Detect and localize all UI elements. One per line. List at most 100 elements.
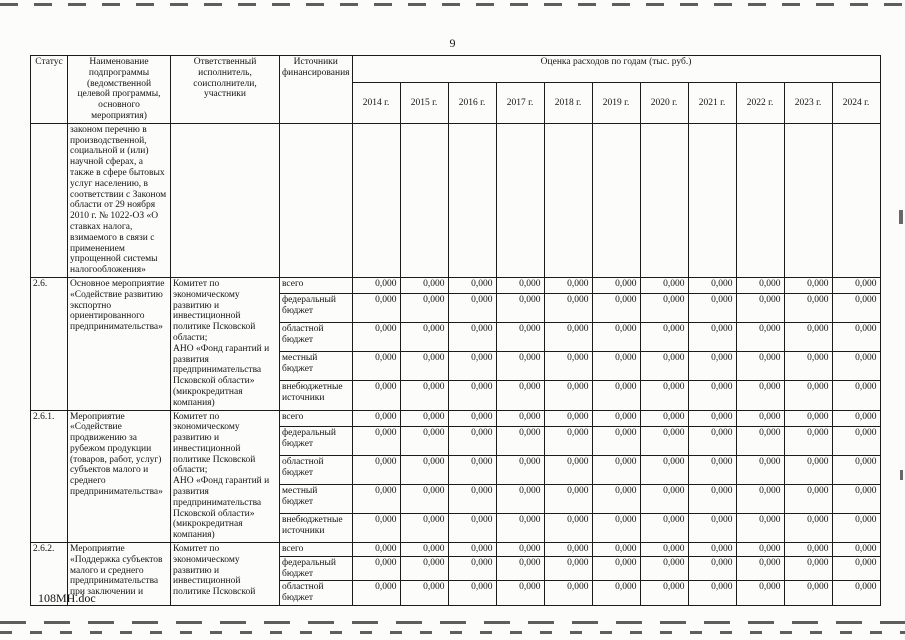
value-cell: 0,000 bbox=[495, 276, 545, 295]
funding-source-cell: областной бюджет bbox=[279, 580, 353, 607]
value-cell: 0,000 bbox=[639, 542, 689, 557]
value-cell: 0,000 bbox=[495, 293, 545, 324]
value-cell: 0,000 bbox=[591, 380, 641, 411]
value-cell: 0,000 bbox=[639, 555, 689, 582]
funding-source-cell: федеральный бюджет bbox=[279, 555, 353, 582]
value-cell: 0,000 bbox=[351, 380, 401, 411]
value-cell: 0,000 bbox=[783, 409, 833, 427]
value-cell: 0,000 bbox=[831, 454, 881, 485]
value-cell: 0,000 bbox=[687, 580, 737, 607]
value-cell: 0,000 bbox=[735, 483, 785, 514]
value-cell: 0,000 bbox=[351, 580, 401, 607]
value-cell: 0,000 bbox=[639, 425, 689, 456]
value-cell: 0,000 bbox=[399, 542, 449, 557]
value-cell: 0,000 bbox=[639, 454, 689, 485]
year-header: 2022 г. bbox=[735, 82, 785, 124]
value-cell: 0,000 bbox=[735, 380, 785, 411]
value-cell: 0,000 bbox=[831, 542, 881, 557]
value-cell: 0,000 bbox=[591, 425, 641, 456]
value-cell: 0,000 bbox=[447, 351, 497, 382]
value-cell: 0,000 bbox=[687, 322, 737, 353]
value-cell: 0,000 bbox=[687, 293, 737, 324]
funding-source-cell: всего bbox=[279, 276, 353, 295]
scan-artifact-edge bbox=[899, 210, 903, 224]
value-cell: 0,000 bbox=[399, 425, 449, 456]
value-cell: 0,000 bbox=[735, 322, 785, 353]
value-cell: 0,000 bbox=[351, 351, 401, 382]
value-cell: 0,000 bbox=[543, 409, 593, 427]
value-cell: 0,000 bbox=[447, 409, 497, 427]
value-cell: 0,000 bbox=[543, 351, 593, 382]
value-cell: 0,000 bbox=[543, 322, 593, 353]
value-cell: 0,000 bbox=[447, 425, 497, 456]
executor-cell: Комитет по экономическому развитию и инв… bbox=[170, 276, 280, 411]
value-cell: 0,000 bbox=[783, 380, 833, 411]
value-cell: 0,000 bbox=[687, 512, 737, 544]
value-cell: 0,000 bbox=[495, 483, 545, 514]
value-cell: 0,000 bbox=[687, 555, 737, 582]
year-header: 2020 г. bbox=[639, 82, 689, 124]
value-cell: 0,000 bbox=[831, 512, 881, 544]
value-cell: 0,000 bbox=[495, 425, 545, 456]
value-cell: 0,000 bbox=[831, 483, 881, 514]
value-cell: 0,000 bbox=[831, 293, 881, 324]
table-row: внебюджетные источники 0,000 0,000 0,000 0,0… bbox=[31, 512, 881, 544]
value-cell: 0,000 bbox=[591, 351, 641, 382]
year-header: 2023 г. bbox=[783, 82, 833, 124]
scan-artifact-top bbox=[0, 3, 905, 6]
value-cell: 0,000 bbox=[351, 555, 401, 582]
value-cell: 0,000 bbox=[351, 276, 401, 295]
header-row-years: 2014 г. 2015 г. 2016 г. 2017 г. 2018 г. 2019 … bbox=[31, 82, 881, 124]
funding-source-cell: федеральный бюджет bbox=[279, 293, 353, 324]
value-cell: 0,000 bbox=[495, 454, 545, 485]
funding-source-cell: внебюджетные источники bbox=[279, 512, 353, 544]
value-cell: 0,000 bbox=[783, 483, 833, 514]
value-cell: 0,000 bbox=[687, 542, 737, 557]
funding-source-cell: местный бюджет bbox=[279, 483, 353, 514]
status-cell bbox=[30, 122, 68, 278]
budget-table: Статус Наименование подпрограммы (ведомс… bbox=[30, 54, 881, 607]
value-cell: 0,000 bbox=[639, 276, 689, 295]
value-cell: 0,000 bbox=[543, 454, 593, 485]
value-cell: 0,000 bbox=[495, 580, 545, 607]
value-cell: 0,000 bbox=[399, 322, 449, 353]
funding-source-cell: всего bbox=[279, 542, 353, 557]
table-row: 2.6. Основное мероприятие «Содействие раз… bbox=[30, 276, 881, 411]
value-cell bbox=[735, 122, 785, 278]
value-cell: 0,000 bbox=[687, 483, 737, 514]
year-header: 2014 г. bbox=[351, 82, 401, 124]
executor-cell bbox=[170, 122, 280, 278]
value-cell: 0,000 bbox=[399, 454, 449, 485]
header-sources: Источники финансирования bbox=[279, 55, 353, 124]
value-cell: 0,000 bbox=[639, 322, 689, 353]
value-cell bbox=[591, 122, 641, 278]
value-cell: 0,000 bbox=[543, 276, 593, 295]
value-cell bbox=[399, 122, 449, 278]
value-cell: 0,000 bbox=[543, 293, 593, 324]
table-row: областной бюджет 0,000 0,000 0,000 0,000 0,00… bbox=[31, 580, 881, 607]
table-row: законом перечню в производственной, соци… bbox=[30, 122, 881, 278]
value-cell: 0,000 bbox=[399, 512, 449, 544]
table-row: федеральный бюджет 0,000 0,000 0,000 0,000 0,… bbox=[31, 555, 881, 582]
value-cell: 0,000 bbox=[543, 425, 593, 456]
year-header: 2016 г. bbox=[447, 82, 497, 124]
value-cell: 0,000 bbox=[495, 409, 545, 427]
name-cell: Мероприятие «Содействие продвижению за р… bbox=[67, 409, 171, 544]
table-row: областной бюджет 0,000 0,000 0,000 0,000 0,00… bbox=[31, 454, 881, 485]
value-cell: 0,000 bbox=[783, 555, 833, 582]
value-cell: 0,000 bbox=[495, 555, 545, 582]
value-cell: 0,000 bbox=[399, 483, 449, 514]
value-cell: 0,000 bbox=[735, 293, 785, 324]
value-cell: 0,000 bbox=[351, 542, 401, 557]
value-cell: 0,000 bbox=[591, 580, 641, 607]
header-row-top: Статус Наименование подпрограммы (ведомс… bbox=[30, 54, 881, 124]
value-cell: 0,000 bbox=[735, 580, 785, 607]
value-cell: 0,000 bbox=[351, 409, 401, 427]
value-cell: 0,000 bbox=[591, 322, 641, 353]
year-header: 2024 г. bbox=[831, 82, 881, 124]
value-cell: 0,000 bbox=[687, 425, 737, 456]
value-cell: 0,000 bbox=[543, 580, 593, 607]
value-cell: 0,000 bbox=[351, 293, 401, 324]
value-cell: 0,000 bbox=[447, 512, 497, 544]
value-cell: 0,000 bbox=[591, 555, 641, 582]
